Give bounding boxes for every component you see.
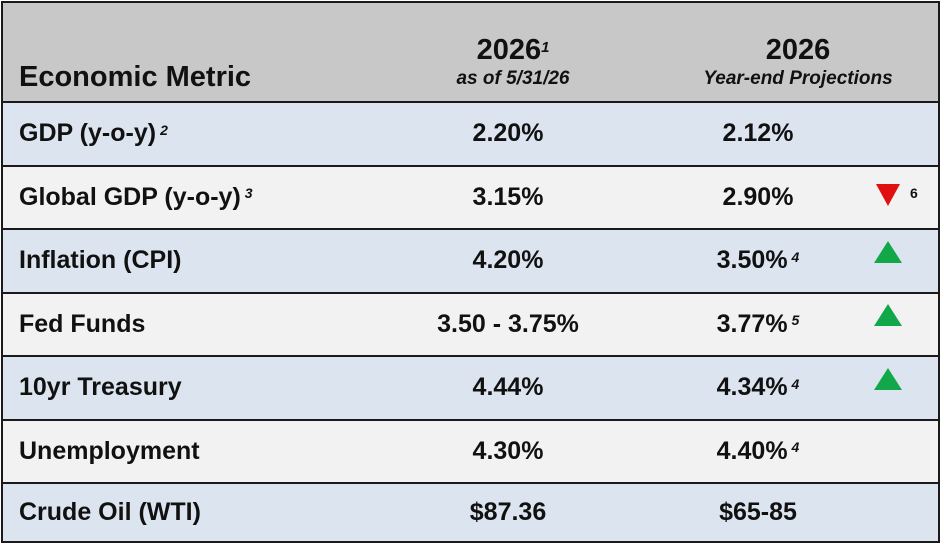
current-value: $87.36 [469,498,547,526]
current-value-cell: 3.50 - 3.75% [343,294,673,356]
projection-footnote: 4 [791,375,800,392]
metric-label: Inflation (CPI) [19,246,182,275]
projection-value-cell: 2.90% [643,167,873,229]
projection-value: 4.40% [716,436,788,465]
metric-label: 10yr Treasury [19,373,182,402]
current-value-cell: 2.20% [343,103,673,165]
metric-cell: GDP (y-o-y) 2 [19,103,399,165]
up-arrow-icon [874,240,902,263]
metric-cell: 10yr Treasury [19,357,399,419]
table-row-10yr-treasury: 10yr Treasury 4.44% 4.34% 4 [3,355,938,419]
up-arrow-icon [874,367,902,390]
current-value: 4.44% [472,373,544,402]
metric-label: Fed Funds [19,309,146,338]
metric-footnote: 3 [244,185,253,202]
projection-value: $65-85 [719,498,797,526]
metric-footnote: 2 [160,121,168,138]
trend-indicator-cell: 6 [863,167,918,229]
metric-cell: Fed Funds [19,294,399,356]
trend-indicator-cell [863,230,913,292]
projection-value: 2.90% [722,182,794,211]
metric-cell: Unemployment [19,421,399,483]
projection-value-cell: 3.50% 4 [643,230,873,292]
projection-value: 3.50% [716,246,788,275]
table-row-fed-funds: Fed Funds 3.50 - 3.75% 3.77% 5 [3,291,938,356]
current-value: 2.20% [472,119,544,148]
projection-value-cell: 2.12% [643,103,873,165]
current-value-cell: 4.30% [343,421,673,483]
current-value-cell: 3.15% [343,167,673,229]
header-current-column: 20261 as of 5/31/26 [363,33,663,91]
table-row-crude-oil-wti: Crude Oil (WTI) $87.36 $65-85 [3,482,938,541]
trend-indicator-cell [863,294,913,356]
down-arrow-icon [876,184,900,207]
header-projection-column: 2026 Year-end Projections [663,33,933,91]
metric-label: Global GDP (y-o-y) [19,182,241,211]
projection-value-cell: 4.40% 4 [643,421,873,483]
metric-cell: Inflation (CPI) [19,230,399,292]
projection-value: 3.77% [716,309,788,338]
projection-value-cell: 4.34% 4 [643,357,873,419]
table-header: Economic Metric 20261 as of 5/31/26 2026… [3,3,938,101]
indicator-footnote: 6 [910,184,918,201]
current-value-cell: 4.44% [343,357,673,419]
current-value-cell: 4.20% [343,230,673,292]
header-proj-year: 2026 [765,34,831,66]
projection-footnote: 4 [791,439,800,456]
current-value: 4.20% [472,246,544,275]
header-current-sub: as of 5/31/26 [456,68,570,89]
current-value: 3.50 - 3.75% [437,309,579,338]
projection-value: 2.12% [722,119,794,148]
table-row-gdp: GDP (y-o-y) 2 2.20% 2.12% [3,101,938,165]
current-value: 3.15% [472,182,544,211]
projection-value-cell: 3.77% 5 [643,294,873,356]
current-value: 4.30% [472,436,544,465]
current-value-cell: $87.36 [343,484,673,541]
table-row-unemployment: Unemployment 4.30% 4.40% 4 [3,418,938,483]
metric-cell: Crude Oil (WTI) [19,484,399,541]
up-arrow-icon [874,304,902,327]
metric-label: GDP (y-o-y) [19,119,157,148]
projection-footnote: 5 [791,312,800,329]
metric-label: Unemployment [19,436,200,465]
projection-value-cell: $65-85 [643,484,873,541]
table-row-inflation-cpi: Inflation (CPI) 4.20% 3.50% 4 [3,228,938,292]
table-row-global-gdp: Global GDP (y-o-y) 3 3.15% 2.90% 6 [3,164,938,229]
projection-value: 4.34% [716,373,788,402]
header-current-note: 1 [541,39,550,56]
projection-footnote: 4 [791,248,800,265]
header-metric-label: Economic Metric [19,61,252,93]
trend-indicator-cell [863,357,913,419]
header-current-year: 2026 [476,34,542,66]
header-proj-sub: Year-end Projections [703,68,893,89]
metric-label: Crude Oil (WTI) [19,498,201,526]
metric-cell: Global GDP (y-o-y) 3 [19,167,399,229]
